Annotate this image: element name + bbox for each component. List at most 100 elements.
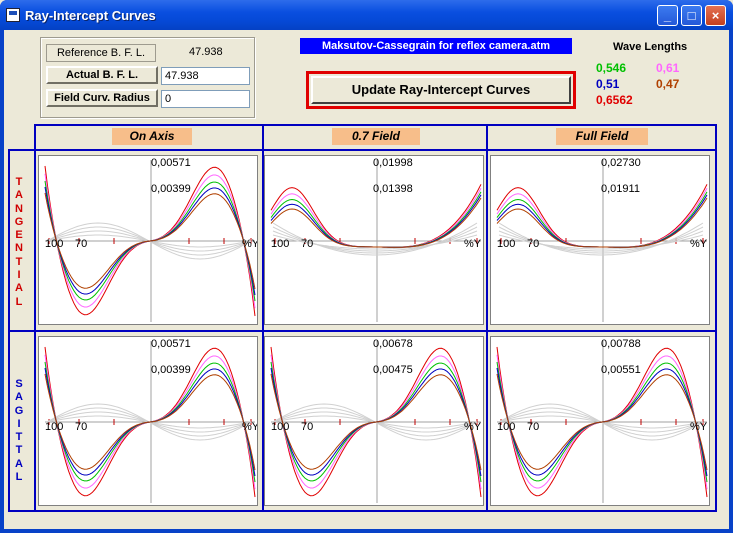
row-label-letter: A bbox=[15, 391, 23, 404]
row-label-letter: I bbox=[17, 269, 21, 282]
column-header-07-field: 0.7 Field bbox=[332, 128, 420, 145]
row-label-letter: G bbox=[14, 404, 24, 417]
grid-left-line bbox=[8, 149, 10, 512]
reference-bfl-label: Reference B. F. L. bbox=[46, 44, 156, 62]
grid-header-line bbox=[8, 149, 717, 151]
through-focus-curve bbox=[498, 226, 704, 254]
axis-label-percent-y: %Y bbox=[242, 421, 258, 433]
grid-mid-line bbox=[8, 330, 717, 332]
row-label-letter: S bbox=[15, 378, 23, 390]
plot-value-top: 0,00788 bbox=[601, 338, 641, 350]
plot-svg bbox=[496, 160, 708, 322]
row-label-letter: T bbox=[15, 431, 23, 444]
through-focus-curve bbox=[498, 230, 704, 252]
column-header-full-field: Full Field bbox=[556, 128, 648, 145]
ray-intercept-curve bbox=[44, 373, 256, 471]
update-button-focus: Update Ray-Intercept Curves bbox=[306, 71, 576, 109]
plot-svg bbox=[270, 341, 482, 503]
ray-intercept-curve bbox=[270, 197, 482, 248]
wavelength-047: 0,47 bbox=[656, 77, 680, 91]
grid-bottom-line bbox=[8, 510, 717, 512]
wavelength-0546: 0,546 bbox=[596, 61, 627, 75]
column-header-on-axis: On Axis bbox=[112, 128, 192, 145]
row-label-letter: A bbox=[15, 282, 23, 295]
title-bar[interactable]: Ray-Intercept Curves _ □ × bbox=[0, 0, 733, 30]
grid-col0-line bbox=[34, 124, 36, 512]
actual-bfl-label: Actual B. F. L. bbox=[46, 66, 158, 84]
row-label-letter: A bbox=[15, 189, 23, 202]
through-focus-curve bbox=[272, 222, 478, 256]
field-curv-field[interactable]: 0 bbox=[161, 90, 250, 108]
row-label-letter: G bbox=[14, 215, 24, 228]
grid-col1-line bbox=[262, 124, 264, 512]
plot-sagittal-07-field: 0,00678 0,00475 100 70 %Y bbox=[264, 336, 484, 506]
ray-intercept-curve bbox=[496, 197, 708, 248]
axis-label-70: 70 bbox=[301, 238, 314, 250]
close-button[interactable]: × bbox=[705, 5, 726, 26]
axis-label-100: 100 bbox=[271, 421, 290, 433]
wavelengths-title: Wave Lengths bbox=[613, 41, 688, 53]
wavelength-061: 0,61 bbox=[656, 61, 680, 75]
ray-intercept-curve bbox=[496, 373, 708, 471]
plot-value-top: 0,00678 bbox=[373, 338, 413, 350]
plot-svg bbox=[44, 160, 256, 322]
wavelength-051: 0,51 bbox=[596, 77, 620, 91]
maximize-button[interactable]: □ bbox=[681, 5, 702, 26]
through-focus-curve bbox=[498, 222, 704, 256]
ray-intercept-curve bbox=[270, 373, 482, 471]
grid-right-line bbox=[715, 124, 717, 512]
grid-col2-line bbox=[486, 124, 488, 512]
axis-label-100: 100 bbox=[45, 238, 64, 250]
plot-tangential-on-axis: 0,00571 0,00399 100 70 %Y bbox=[38, 155, 258, 325]
row-label-letter: E bbox=[15, 229, 23, 242]
plot-svg bbox=[496, 341, 708, 503]
bfl-group: Reference B. F. L. 47.938 Actual B. F. L… bbox=[40, 37, 255, 118]
plot-value-mid: 0,00399 bbox=[151, 183, 191, 195]
row-label-letter: T bbox=[15, 176, 23, 188]
axis-label-100: 100 bbox=[271, 238, 290, 250]
plot-value-top: 0,00571 bbox=[151, 338, 191, 350]
row-label-letter: N bbox=[15, 242, 23, 255]
row-label-letter: T bbox=[15, 255, 23, 268]
row-label-letter: L bbox=[15, 471, 23, 484]
plot-sagittal-full-field: 0,00788 0,00551 100 70 %Y bbox=[490, 336, 710, 506]
reference-bfl-value: 47.938 bbox=[189, 46, 223, 58]
row-label-letter: T bbox=[15, 444, 23, 457]
row-label-letter: I bbox=[17, 417, 21, 430]
through-focus-curve bbox=[272, 234, 478, 250]
grid-top-line bbox=[34, 124, 717, 126]
plot-value-mid: 0,00551 bbox=[601, 364, 641, 376]
field-curv-label: Field Curv. Radius bbox=[46, 89, 158, 107]
update-curves-button[interactable]: Update Ray-Intercept Curves bbox=[311, 76, 571, 104]
through-focus-curve bbox=[272, 230, 478, 252]
row-label-letter: A bbox=[15, 457, 23, 470]
axis-label-70: 70 bbox=[527, 238, 540, 250]
row-label-letter: L bbox=[15, 295, 23, 308]
actual-bfl-field[interactable]: 47.938 bbox=[161, 67, 250, 85]
minimize-button[interactable]: _ bbox=[657, 5, 678, 26]
app-icon bbox=[6, 8, 20, 22]
axis-label-percent-y: %Y bbox=[464, 421, 482, 433]
wavelength-06562: 0,6562 bbox=[596, 93, 633, 107]
axis-label-70: 70 bbox=[75, 421, 88, 433]
plot-value-top: 0,02730 bbox=[601, 157, 641, 169]
plot-value-top: 0,01998 bbox=[373, 157, 413, 169]
ray-intercept-curve bbox=[44, 192, 256, 290]
axis-label-100: 100 bbox=[497, 238, 516, 250]
axis-label-70: 70 bbox=[527, 421, 540, 433]
axis-label-percent-y: %Y bbox=[690, 421, 708, 433]
through-focus-curve bbox=[498, 234, 704, 250]
axis-label-percent-y: %Y bbox=[690, 238, 708, 250]
client-area: Reference B. F. L. 47.938 Actual B. F. L… bbox=[4, 30, 729, 529]
axis-label-100: 100 bbox=[497, 421, 516, 433]
plot-tangential-07-field: 0,01998 0,01398 100 70 %Y bbox=[264, 155, 484, 325]
axis-label-percent-y: %Y bbox=[242, 238, 258, 250]
window-title: Ray-Intercept Curves bbox=[25, 8, 156, 23]
plot-value-mid: 0,00399 bbox=[151, 364, 191, 376]
plot-svg bbox=[44, 341, 256, 503]
file-banner: Maksutov-Cassegrain for reflex camera.at… bbox=[300, 38, 572, 54]
plot-value-mid: 0,00475 bbox=[373, 364, 413, 376]
